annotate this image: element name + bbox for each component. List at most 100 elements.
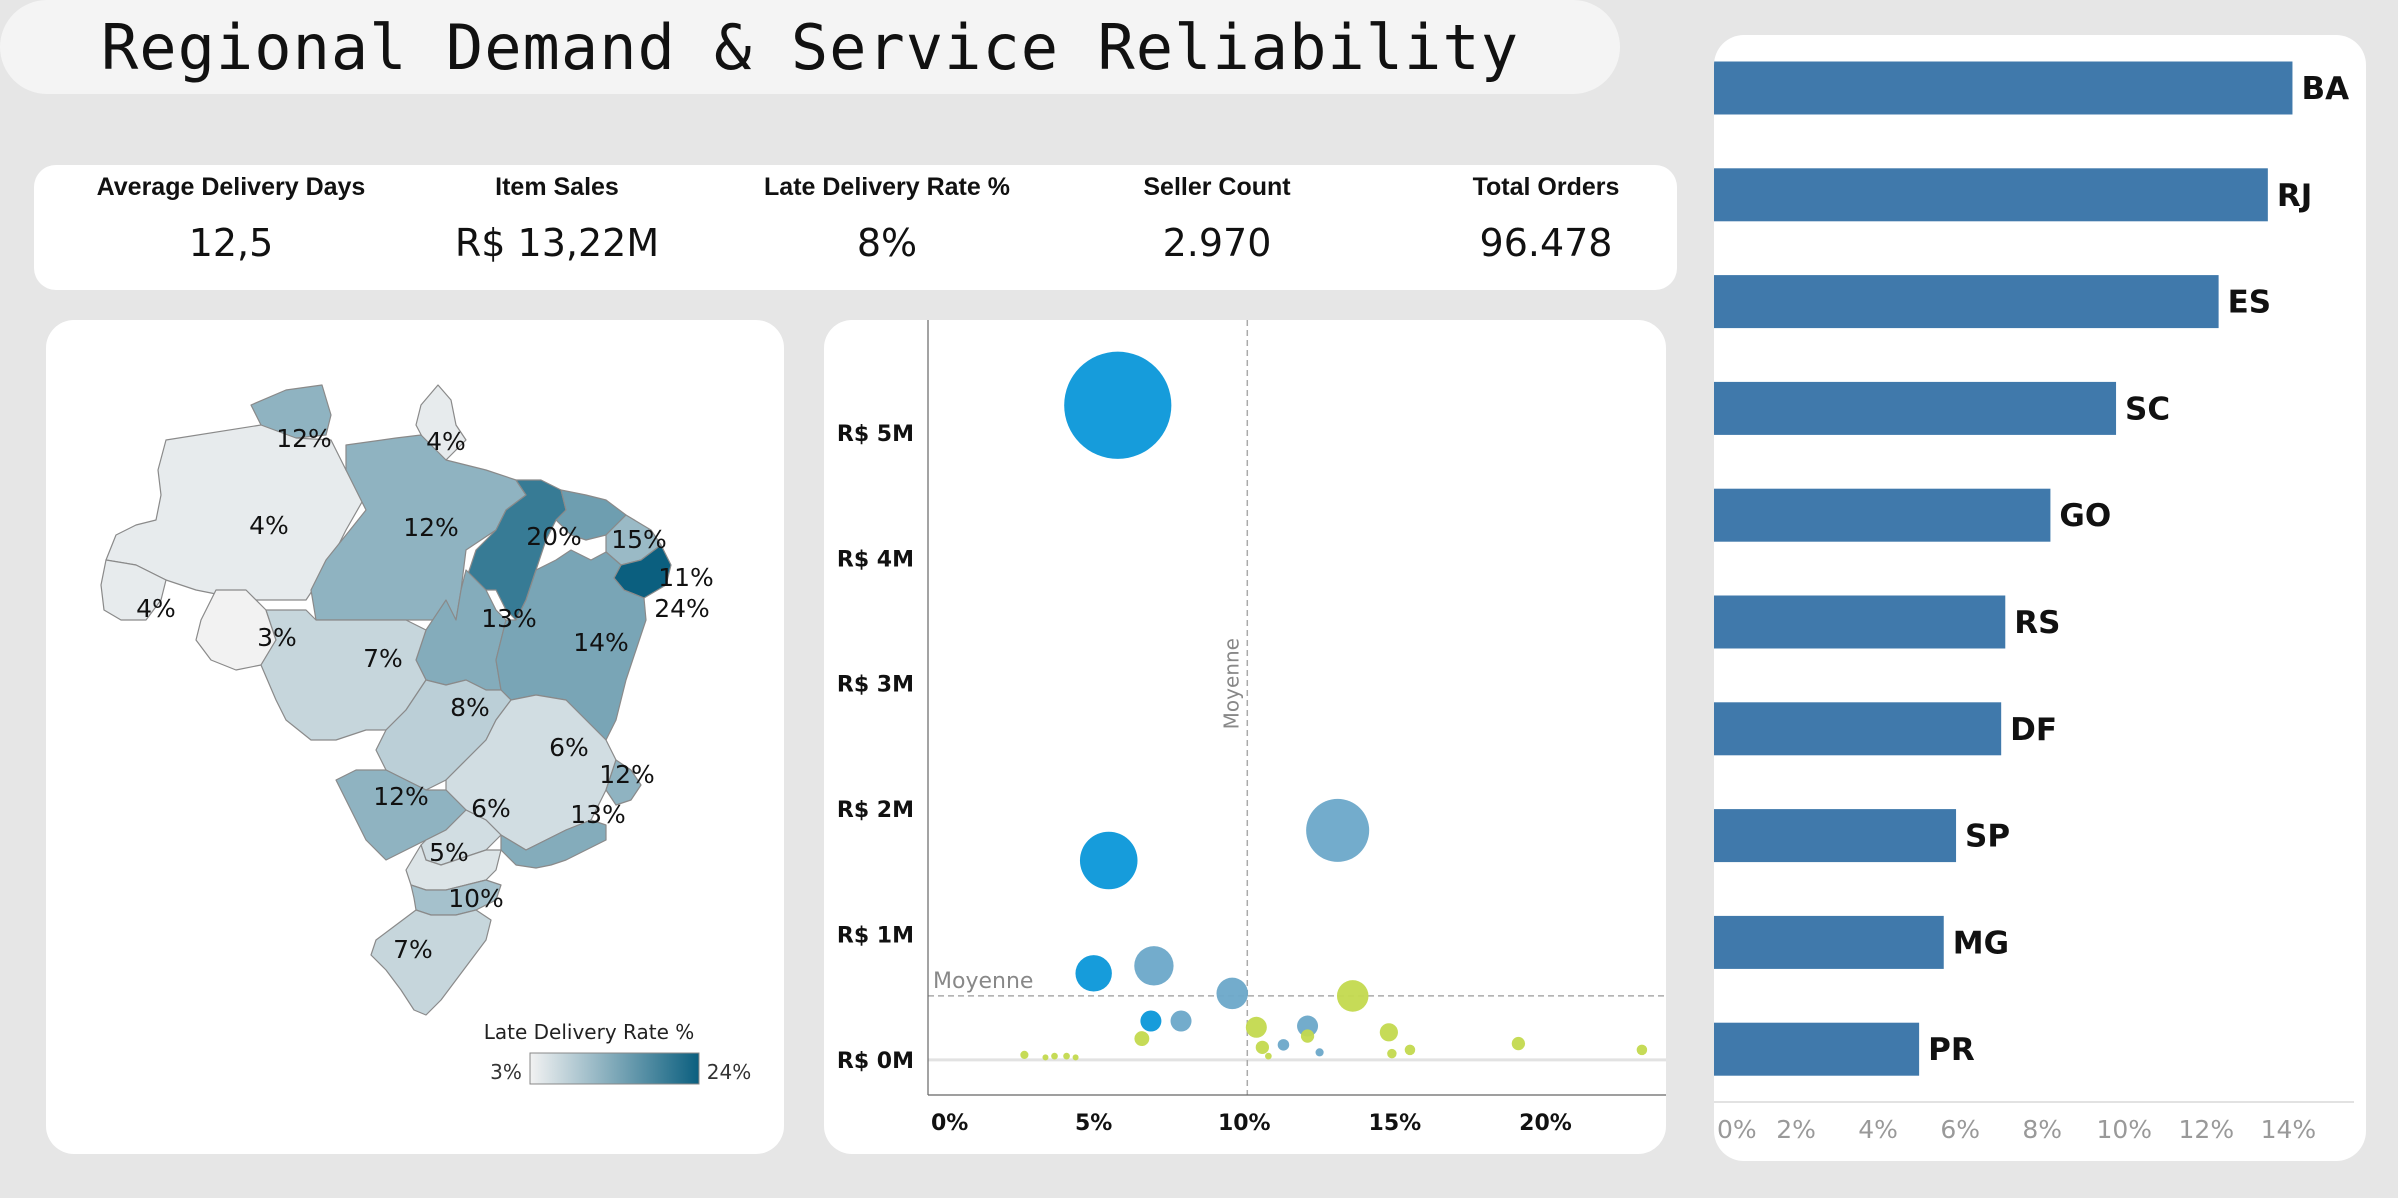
region-label: 6% — [549, 733, 589, 762]
kpi-label: Seller Count — [1143, 173, 1291, 201]
scatter-point[interactable] — [1387, 1048, 1397, 1059]
bar[interactable] — [1714, 1022, 1920, 1076]
bar-category-label: PR — [1928, 1032, 1975, 1068]
kpi-item-sales: Item Sales R$ 13,22M — [392, 165, 722, 290]
kpi-strip: Average Delivery Days 12,5 Item Sales R$… — [34, 165, 1677, 290]
scatter-point[interactable] — [1404, 1044, 1416, 1056]
scatter-point[interactable] — [1064, 351, 1172, 459]
map-region[interactable] — [335, 769, 467, 861]
scatter-point[interactable] — [1075, 955, 1112, 992]
bar[interactable] — [1714, 381, 2117, 435]
scatter-point[interactable] — [1216, 977, 1249, 1010]
map-region[interactable] — [555, 489, 627, 541]
kpi-value: 96.478 — [1479, 221, 1613, 265]
map-region[interactable] — [495, 549, 647, 741]
bar[interactable] — [1714, 275, 2219, 329]
bar[interactable] — [1714, 168, 2268, 222]
bar-category-label: SP — [1965, 819, 2010, 855]
scatter-point[interactable] — [1063, 1052, 1070, 1060]
scatter-point[interactable] — [1072, 1054, 1079, 1061]
y-tick-label: R$ 1M — [837, 923, 914, 948]
scatter-panel: Moyenne Moyenne R$ 0M R$ 1M R$ 2M R$ 3M R$ 4M… — [824, 320, 1666, 1154]
bar-panel: BA RJ ES SC GO RS DF SP MG PR 0% 2% 4% 6% 8% 10% 12% 14% — [1714, 35, 2366, 1161]
kpi-value: 12,5 — [188, 221, 274, 265]
x-average-label: Moyenne — [1219, 638, 1243, 729]
scatter-point[interactable] — [1140, 1010, 1162, 1032]
scatter-point[interactable] — [1020, 1050, 1029, 1059]
legend-max-label: 24% — [707, 1060, 751, 1084]
scatter-point[interactable] — [1079, 831, 1138, 890]
bar-category-label: RS — [2014, 605, 2060, 641]
scatter-point[interactable] — [1051, 1052, 1058, 1060]
bar-category-label: ES — [2228, 285, 2272, 321]
kpi-value: 8% — [856, 221, 918, 265]
bar[interactable] — [1714, 809, 1957, 863]
bar-category-label: DF — [2010, 712, 2057, 748]
x-tick-label: 10% — [2096, 1115, 2152, 1144]
legend-gradient-bar — [529, 1052, 700, 1085]
scatter-point[interactable] — [1255, 1040, 1270, 1054]
region-label: 13% — [481, 604, 537, 633]
dashboard-title: Regional Demand & Service Reliability — [100, 10, 1520, 84]
scatter-point[interactable] — [1170, 1010, 1192, 1032]
kpi-total-orders: Total Orders 96.478 — [1381, 165, 1711, 290]
state-late-rate-bar-chart: BA RJ ES SC GO RS DF SP MG PR 0% 2% 4% 6% 8% 10% 12% 14% — [1714, 61, 2354, 1144]
kpi-label: Average Delivery Days — [96, 173, 366, 201]
scatter-point[interactable] — [1265, 1052, 1272, 1060]
scatter-point[interactable] — [1245, 1016, 1267, 1038]
region-label: 4% — [426, 427, 466, 456]
scatter-point[interactable] — [1511, 1036, 1526, 1051]
y-tick-label: R$ 4M — [837, 547, 914, 572]
map-region[interactable] — [415, 384, 467, 461]
scatter-point[interactable] — [1306, 798, 1370, 862]
bar-category-label: GO — [2059, 498, 2111, 534]
map-region[interactable] — [370, 909, 492, 1016]
map-region[interactable] — [605, 759, 642, 806]
bar[interactable] — [1714, 702, 2002, 756]
x-tick-label: 0% — [931, 1111, 968, 1136]
x-tick-label: 4% — [1858, 1115, 1898, 1144]
region-label: 11% — [658, 563, 714, 592]
bar[interactable] — [1714, 488, 2051, 542]
map-region[interactable] — [195, 589, 277, 671]
x-tick-label: 6% — [1940, 1115, 1980, 1144]
scatter-point[interactable] — [1134, 946, 1174, 986]
scatter-point[interactable] — [1042, 1054, 1049, 1061]
y-tick-label: R$ 0M — [837, 1049, 914, 1074]
map-region[interactable] — [500, 819, 607, 869]
y-average-label: Moyenne — [933, 969, 1033, 994]
region-label: 12% — [373, 782, 429, 811]
y-tick-label: R$ 3M — [837, 673, 914, 698]
legend-title: Late Delivery Rate % — [484, 1020, 695, 1044]
region-label: 24% — [654, 594, 710, 623]
scatter-point[interactable] — [1636, 1044, 1648, 1056]
bar[interactable] — [1714, 595, 2006, 649]
kpi-seller-count: Seller Count 2.970 — [1052, 165, 1382, 290]
region-label: 14% — [573, 628, 629, 657]
region-label: 7% — [363, 644, 403, 673]
region-label: 5% — [429, 838, 469, 867]
region-label: 10% — [448, 884, 504, 913]
region-label: 12% — [599, 760, 655, 789]
scatter-point[interactable] — [1336, 980, 1369, 1012]
bar[interactable] — [1714, 61, 2293, 115]
scatter-point[interactable] — [1297, 1015, 1319, 1037]
scatter-point[interactable] — [1134, 1031, 1150, 1046]
x-tick-label: 8% — [2022, 1115, 2062, 1144]
sales-vs-late-rate-scatter: Moyenne Moyenne R$ 0M R$ 1M R$ 2M R$ 3M R$ 4M… — [837, 320, 1666, 1136]
scatter-point[interactable] — [1315, 1048, 1324, 1057]
x-tick-label: 12% — [2179, 1115, 2235, 1144]
scatter-point[interactable] — [1379, 1023, 1398, 1042]
map-region[interactable] — [100, 559, 167, 621]
legend-min-label: 3% — [490, 1060, 522, 1084]
scatter-point[interactable] — [1300, 1029, 1315, 1043]
kpi-value: R$ 13,22M — [454, 221, 660, 265]
map-region[interactable] — [260, 609, 427, 741]
scatter-point[interactable] — [1277, 1039, 1290, 1051]
kpi-label: Total Orders — [1472, 173, 1620, 201]
bar-category-label: RJ — [2277, 178, 2312, 214]
kpi-label: Late Delivery Rate % — [764, 173, 1010, 201]
region-label: 6% — [471, 794, 511, 823]
bar[interactable] — [1714, 915, 1944, 969]
kpi-average-delivery-days: Average Delivery Days 12,5 — [66, 165, 396, 290]
